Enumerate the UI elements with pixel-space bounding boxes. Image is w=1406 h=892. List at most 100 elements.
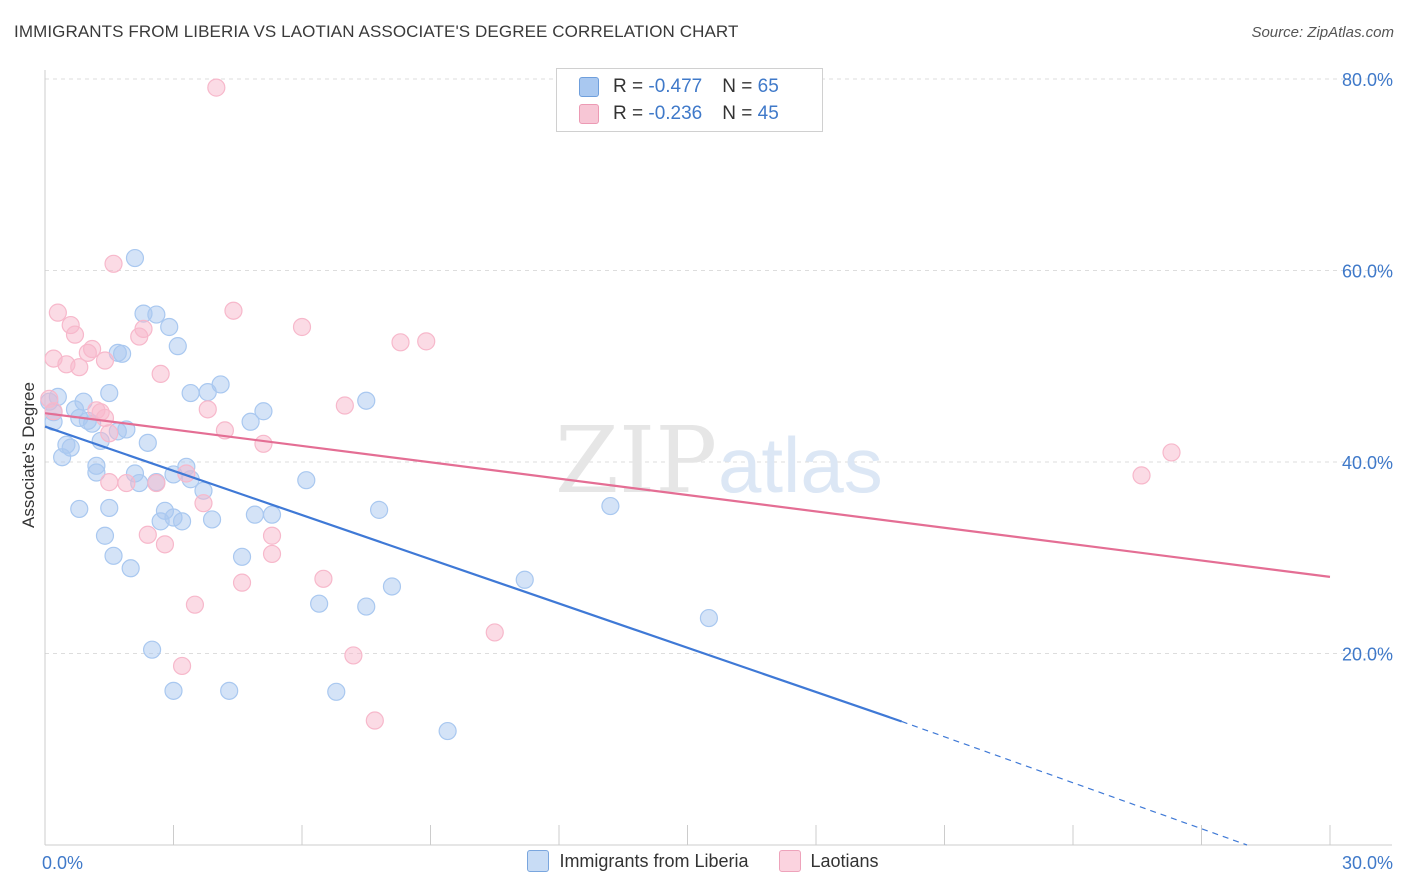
laotian-point (138, 525, 157, 544)
liberia-point (74, 392, 93, 411)
liberia-point (168, 337, 187, 356)
laotian-point (391, 333, 410, 352)
x-tick-label: 30.0% (1342, 853, 1393, 873)
liberia-point (104, 546, 123, 565)
laotian-point (117, 473, 136, 493)
laotian-point (194, 494, 213, 513)
laotian-point (172, 656, 192, 676)
legend-swatch-laotians (579, 104, 599, 124)
legend-row-laotians: R = -0.236 N = 45 (579, 101, 779, 127)
liberia-point (211, 375, 230, 394)
liberia-point (357, 597, 376, 616)
laotian-point (344, 646, 363, 665)
liberia-point (95, 526, 115, 545)
laotian-point (100, 424, 119, 443)
series-label: Laotians (810, 850, 879, 871)
series-swatch-liberia (527, 850, 550, 872)
liberia-point (357, 391, 376, 410)
laotian-point (417, 332, 436, 351)
laotian-point (65, 325, 85, 344)
grid-lines (45, 78, 1392, 654)
laotian-point (335, 396, 354, 415)
liberia-point (370, 500, 389, 519)
laotian-point (485, 623, 504, 642)
y-tick-label: 60.0% (1342, 262, 1393, 282)
laotian-point (198, 400, 217, 419)
laotian-trend-line (44, 412, 1331, 578)
liberia-point (220, 681, 239, 700)
laotian-point (155, 535, 175, 554)
legend-r-label: R = (613, 103, 649, 124)
legend-row-liberia: R = -0.477 N = 65 (579, 74, 779, 100)
liberia-point (147, 305, 166, 324)
liberia-point (117, 420, 136, 439)
liberia-point (121, 559, 140, 578)
y-tick-label: 20.0% (1342, 645, 1393, 665)
legend-swatch-liberia (579, 77, 599, 97)
laotian-point (83, 339, 102, 359)
liberia-point (438, 721, 457, 741)
liberia-point (699, 608, 719, 628)
liberia-point (245, 505, 264, 524)
laotian-point (365, 711, 384, 730)
laotian-point (70, 358, 89, 377)
laotian-point (151, 364, 170, 384)
source-label: Source: ZipAtlas.com (1251, 24, 1394, 41)
laotian-point (314, 569, 333, 588)
chart-title: IMMIGRANTS FROM LIBERIA VS LAOTIAN ASSOC… (14, 22, 739, 41)
laotian-point (185, 595, 205, 614)
liberia-trend-line (44, 425, 903, 723)
legend-n-label: N = (722, 103, 758, 124)
laotian-point (232, 573, 252, 592)
laotian-point (254, 434, 273, 453)
laotian-point (44, 402, 63, 421)
liberia-point (327, 682, 346, 701)
series-legend-laotians: Laotians (778, 850, 879, 872)
liberia-point (232, 547, 252, 566)
laotian-point (134, 319, 153, 339)
liberia-point (100, 498, 119, 518)
liberia-point (310, 594, 329, 613)
liberia-point (100, 383, 119, 403)
liberia-point (112, 344, 132, 363)
liberia-point (125, 248, 145, 268)
liberia-point (262, 505, 282, 524)
y-axis-label: Associate's Degree (19, 382, 38, 528)
liberia-point (515, 570, 534, 589)
x-tick-label: 0.0% (42, 853, 83, 873)
y-tick-label: 40.0% (1342, 453, 1393, 473)
liberia-point (297, 471, 316, 490)
liberia-point (172, 512, 192, 531)
data-points (40, 78, 1181, 741)
laotian-point (1132, 466, 1151, 485)
laotian-point (48, 303, 67, 322)
liberia-point (164, 681, 183, 700)
legend-n-label: N = (722, 76, 758, 97)
legend-n-value: 65 (757, 76, 779, 97)
liberia-point (181, 383, 200, 403)
liberia-point (87, 463, 106, 482)
watermark-zip: ZIP (555, 407, 717, 514)
liberia-point (61, 438, 80, 457)
laotian-point (95, 351, 115, 370)
liberia-point (202, 510, 222, 529)
laotian-point (104, 254, 123, 273)
liberia-point (142, 640, 162, 659)
tick-labels: 20.0% 40.0% 60.0% 80.0% 0.0% 30.0% (42, 70, 1393, 873)
legend-r-value: -0.236 (648, 103, 703, 124)
legend-r-label: R = (613, 76, 649, 97)
liberia-point (254, 402, 273, 421)
series-swatch-laotians (778, 850, 801, 872)
laotian-point (1162, 443, 1181, 462)
laotian-point (262, 526, 282, 545)
laotian-point (95, 408, 115, 428)
liberia-point (382, 577, 402, 596)
legend-n-value: 45 (757, 103, 779, 124)
correlation-legend: R = -0.477 N = 65 R = -0.236 N = 45 (556, 68, 823, 132)
laotian-point (262, 544, 282, 564)
liberia-point (138, 433, 157, 452)
liberia-point (70, 499, 89, 519)
axes (44, 70, 1392, 846)
watermark-atlas: atlas (718, 421, 883, 509)
